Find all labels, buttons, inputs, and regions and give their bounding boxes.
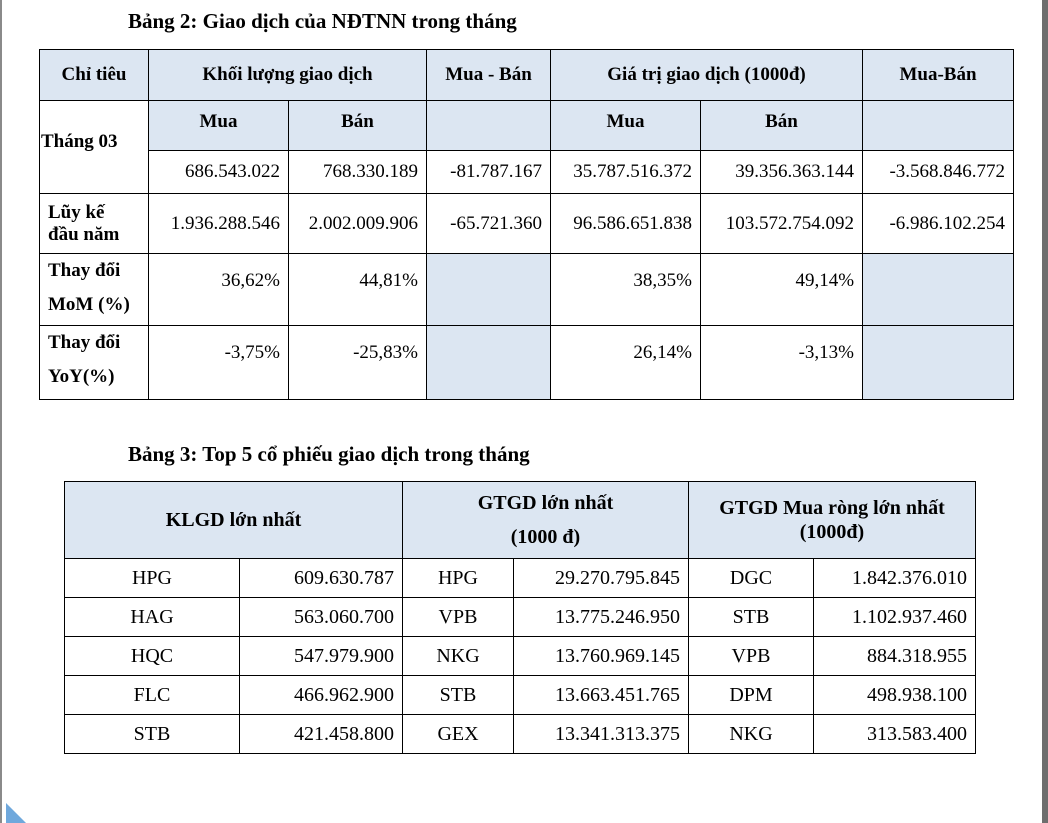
cell-mom-gt-ban: 49,14% xyxy=(699,253,864,326)
gt-value: 29.270.795.845 xyxy=(513,558,689,598)
header-mua-ban-value: Mua-Bán xyxy=(862,49,1015,101)
row-label-mom: Thay đổi MoM (%) xyxy=(39,253,149,326)
mom-line2: MoM (%) xyxy=(48,294,130,315)
cell-yoy-empty xyxy=(426,325,551,400)
gt-code: VPB xyxy=(402,597,514,637)
mr-code: NKG xyxy=(688,714,814,754)
mr-value: 1.102.937.460 xyxy=(813,597,976,637)
kl-value: 466.962.900 xyxy=(239,675,403,715)
mua-rong-line2: (1000đ) xyxy=(799,521,865,543)
header-chi-tieu: Chỉ tiêu xyxy=(39,49,149,101)
cell-thang-gt-ban: 39.356.363.144 xyxy=(699,150,864,194)
cell-yoy-kl-mua: -3,75% xyxy=(148,325,289,400)
mr-value: 1.842.376.010 xyxy=(813,558,976,598)
mr-code: STB xyxy=(688,597,814,637)
luy-ke-line2: đầu năm xyxy=(48,223,120,245)
kl-value: 421.458.800 xyxy=(239,714,403,754)
table-row: HPG 609.630.787 HPG 29.270.795.845 DGC 1… xyxy=(64,558,976,598)
table-row: HAG 563.060.700 VPB 13.775.246.950 STB 1… xyxy=(64,597,976,637)
table3-title: Bảng 3: Top 5 cổ phiếu giao dịch trong t… xyxy=(128,442,530,466)
table2-title: Bảng 2: Giao dịch của NĐTNN trong tháng xyxy=(128,9,517,33)
cell-luyke-gt-mua: 96.586.651.838 xyxy=(550,193,701,254)
page-edge-right xyxy=(1042,0,1048,823)
page-edge-left xyxy=(0,0,2,823)
subheader-gt-mua: Mua xyxy=(550,100,701,151)
mom-line1: Thay đổi xyxy=(48,260,121,281)
header-klgd: KLGD lớn nhất xyxy=(64,481,403,559)
gt-value: 13.775.246.950 xyxy=(513,597,689,637)
row-label-yoy: Thay đổi YoY(%) xyxy=(39,325,149,400)
subheader-kl-ban: Bán xyxy=(288,100,427,151)
kl-code: FLC xyxy=(64,675,240,715)
cell-mom-empty xyxy=(862,253,1015,326)
cell-thang-gt-mua: 35.787.516.372 xyxy=(550,150,701,194)
kl-value: 547.979.900 xyxy=(239,636,403,676)
kl-code: HAG xyxy=(64,597,240,637)
top5-stocks-table: KLGD lớn nhất GTGD lớn nhất (1000 đ) GTG… xyxy=(64,481,976,754)
luy-ke-line1: Lũy kế xyxy=(48,201,105,223)
corner-marker-icon xyxy=(6,803,26,823)
subheader-empty xyxy=(862,100,1015,151)
gtgd-line1: GTGD lớn nhất xyxy=(477,492,614,514)
mr-code: DGC xyxy=(688,558,814,598)
header-gia-tri: Giá trị giao dịch (1000đ) xyxy=(549,49,864,101)
mr-code: VPB xyxy=(688,636,814,676)
gt-code: STB xyxy=(402,675,514,715)
gt-value: 13.760.969.145 xyxy=(513,636,689,676)
kl-value: 563.060.700 xyxy=(239,597,403,637)
cell-mom-kl-ban: 44,81% xyxy=(288,253,427,326)
header-khoi-luong: Khối lượng giao dịch xyxy=(148,49,427,101)
table-row: HQC 547.979.900 NKG 13.760.969.145 VPB 8… xyxy=(64,636,976,676)
gt-value: 13.663.451.765 xyxy=(513,675,689,715)
kl-code: HQC xyxy=(64,636,240,676)
subheader-empty xyxy=(426,100,551,151)
row-label-luy-ke: Lũy kế đầu năm xyxy=(39,193,149,254)
cell-luyke-kl-ban: 2.002.009.906 xyxy=(288,193,427,254)
foreign-trading-table: Chỉ tiêu Khối lượng giao dịch Mua - Bán … xyxy=(39,49,1015,400)
gtgd-line2: (1000 đ) xyxy=(510,526,581,548)
cell-yoy-kl-ban: -25,83% xyxy=(288,325,427,400)
cell-yoy-gt-mua: 26,14% xyxy=(550,325,701,400)
cell-luyke-gt-net: -6.986.102.254 xyxy=(862,193,1015,254)
table-row: FLC 466.962.900 STB 13.663.451.765 DPM 4… xyxy=(64,675,976,715)
cell-mom-kl-mua: 36,62% xyxy=(148,253,289,326)
mua-rong-line1: GTGD Mua ròng lớn nhất xyxy=(719,497,945,519)
cell-mom-gt-mua: 38,35% xyxy=(550,253,701,326)
kl-value: 609.630.787 xyxy=(239,558,403,598)
subheader-gt-ban: Bán xyxy=(699,100,864,151)
cell-luyke-kl-mua: 1.936.288.546 xyxy=(148,193,289,254)
header-mua-ban-volume: Mua - Bán xyxy=(426,49,551,101)
cell-thang-kl-net: -81.787.167 xyxy=(426,150,551,194)
yoy-line1: Thay đổi xyxy=(48,332,121,353)
gt-value: 13.341.313.375 xyxy=(513,714,689,754)
mr-value: 313.583.400 xyxy=(813,714,976,754)
subheader-kl-mua: Mua xyxy=(148,100,289,151)
row-label-thang: Tháng 03 xyxy=(39,100,149,194)
cell-luyke-gt-ban: 103.572.754.092 xyxy=(699,193,864,254)
cell-thang-kl-ban: 768.330.189 xyxy=(288,150,427,194)
kl-code: STB xyxy=(64,714,240,754)
mr-code: DPM xyxy=(688,675,814,715)
gt-code: NKG xyxy=(402,636,514,676)
cell-thang-kl-mua: 686.543.022 xyxy=(148,150,289,194)
cell-yoy-gt-ban: -3,13% xyxy=(699,325,864,400)
kl-code: HPG xyxy=(64,558,240,598)
header-gtgd: GTGD lớn nhất (1000 đ) xyxy=(402,481,689,559)
cell-mom-empty xyxy=(426,253,551,326)
gt-code: HPG xyxy=(402,558,514,598)
mr-value: 498.938.100 xyxy=(813,675,976,715)
table-row: STB 421.458.800 GEX 13.341.313.375 NKG 3… xyxy=(64,714,976,754)
gt-code: GEX xyxy=(402,714,514,754)
yoy-line2: YoY(%) xyxy=(48,366,115,387)
header-mua-rong: GTGD Mua ròng lớn nhất (1000đ) xyxy=(688,481,976,559)
mr-value: 884.318.955 xyxy=(813,636,976,676)
cell-luyke-kl-net: -65.721.360 xyxy=(426,193,551,254)
cell-yoy-empty xyxy=(862,325,1015,400)
cell-thang-gt-net: -3.568.846.772 xyxy=(862,150,1015,194)
